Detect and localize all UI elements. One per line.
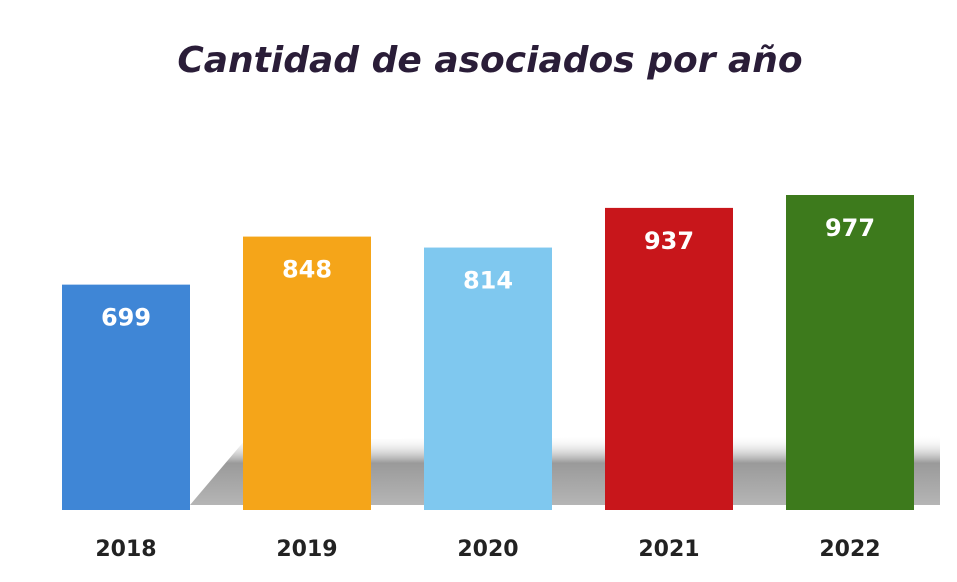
bar bbox=[424, 247, 552, 510]
bar bbox=[62, 284, 190, 510]
bar bbox=[605, 207, 733, 511]
x-tick-label: 2018 bbox=[95, 537, 156, 562]
data-label: 937 bbox=[644, 227, 694, 255]
bar bbox=[243, 236, 371, 510]
x-tick-label: 2020 bbox=[457, 537, 518, 562]
x-tick-label: 2022 bbox=[819, 537, 880, 562]
chart-title: Cantidad de asociados por año bbox=[177, 40, 802, 81]
x-tick-label: 2021 bbox=[638, 537, 699, 562]
bar bbox=[786, 195, 914, 510]
shadow bbox=[190, 435, 940, 505]
data-label: 848 bbox=[282, 256, 332, 284]
data-label: 814 bbox=[463, 267, 513, 295]
x-tick-label: 2019 bbox=[276, 537, 337, 562]
data-label: 977 bbox=[825, 214, 875, 242]
data-label: 699 bbox=[101, 304, 151, 332]
